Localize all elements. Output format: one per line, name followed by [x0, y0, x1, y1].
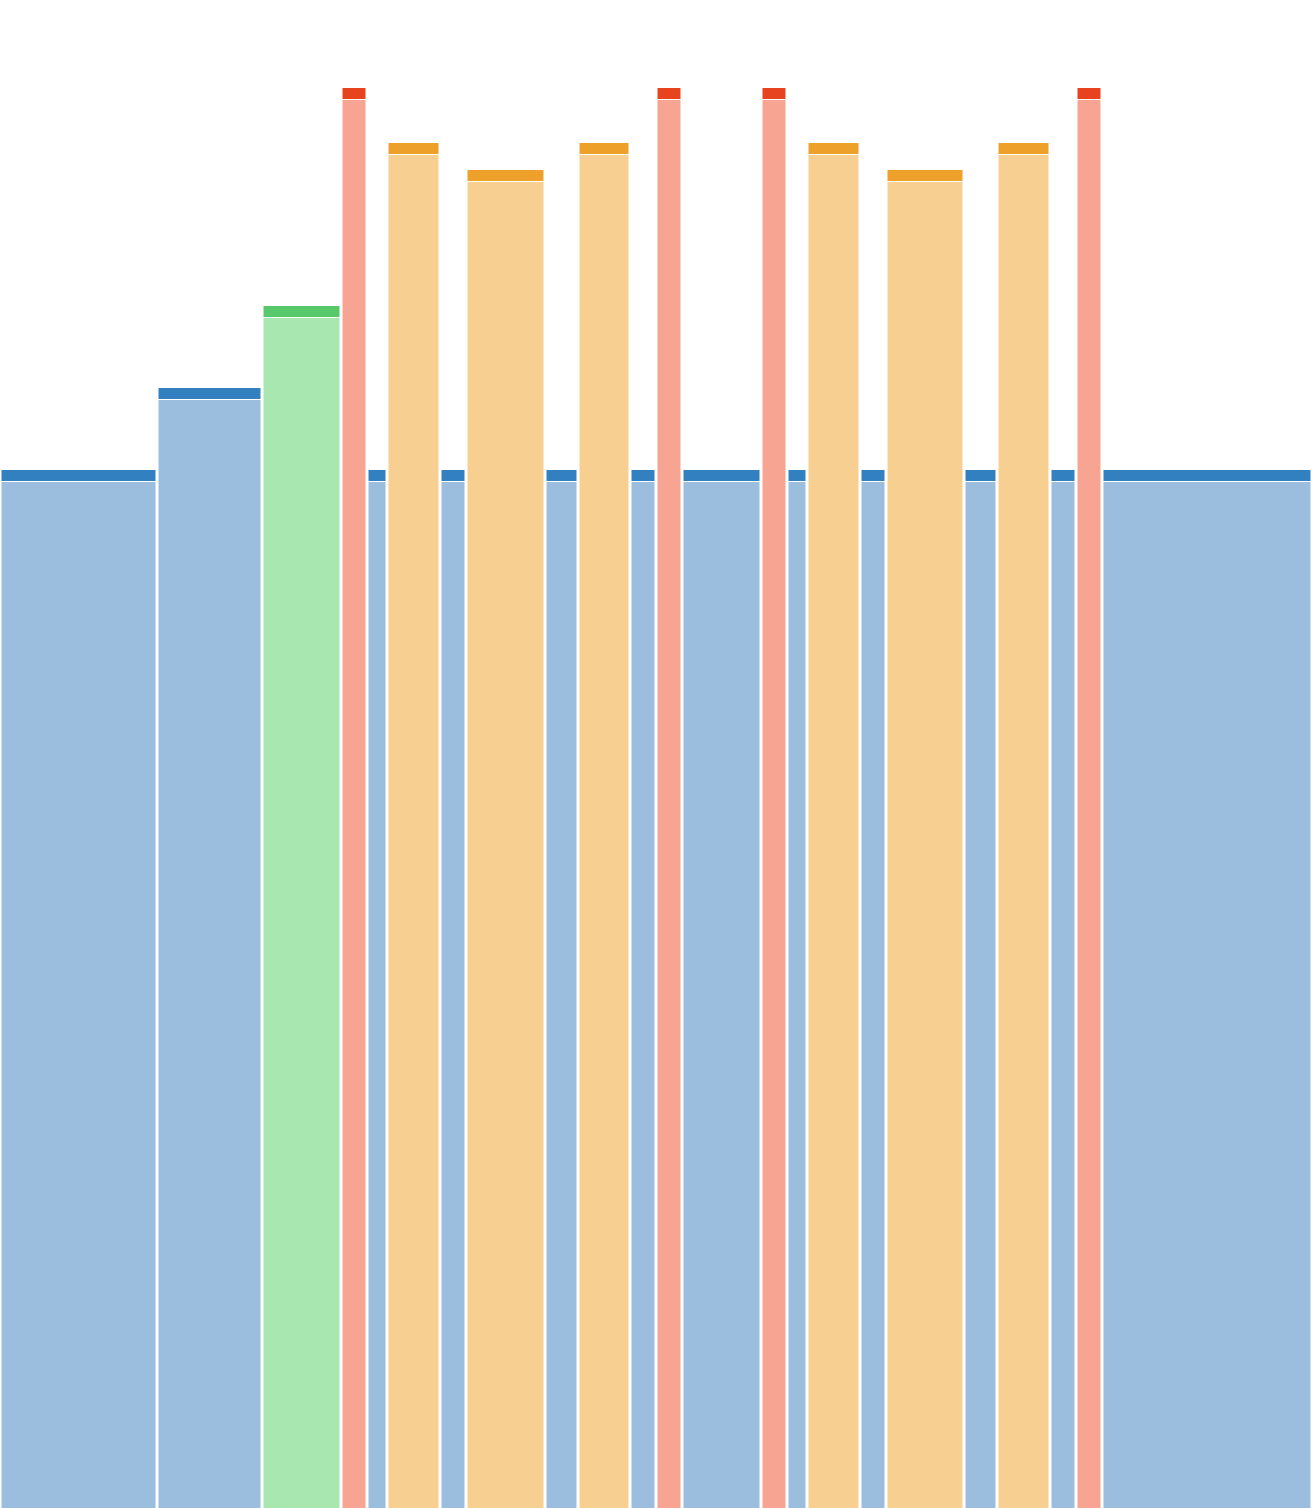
bars-layer	[1, 88, 1311, 1508]
bar-18	[887, 170, 963, 1508]
bar-13	[683, 470, 760, 1508]
bar-cap	[808, 143, 859, 154]
bar-23	[1103, 470, 1311, 1508]
bar-cap	[788, 470, 806, 481]
bar-body	[368, 482, 386, 1508]
bar-body	[1103, 482, 1311, 1508]
bar-body	[467, 182, 544, 1508]
bar-9	[546, 470, 577, 1508]
bar-body	[788, 482, 806, 1508]
bar-cap	[546, 470, 577, 481]
bar-cap	[998, 143, 1049, 154]
bar-body	[861, 482, 885, 1508]
bar-11	[631, 470, 655, 1508]
bar-2	[158, 388, 261, 1508]
bar-cap	[965, 470, 996, 481]
bar-body	[1051, 482, 1075, 1508]
bar-10	[579, 143, 629, 1508]
bar-22	[1077, 88, 1101, 1508]
bar-cap	[762, 88, 786, 99]
bar-14	[762, 88, 786, 1508]
bar-8	[467, 170, 544, 1508]
bar-body	[1, 482, 156, 1508]
bar-cap	[1, 470, 156, 481]
bar-12	[657, 88, 681, 1508]
bar-body	[998, 155, 1049, 1508]
bar-cap	[579, 143, 629, 154]
bar-cap	[388, 143, 439, 154]
bar-cap	[683, 470, 760, 481]
bar-cap	[1077, 88, 1101, 99]
bar-body	[158, 400, 261, 1508]
bar-body	[887, 182, 963, 1508]
bar-cap	[467, 170, 544, 181]
bar-cap	[1103, 470, 1311, 481]
bar-cap	[263, 306, 340, 317]
bar-15	[788, 470, 806, 1508]
bar-body	[1077, 100, 1101, 1508]
bar-cap	[1051, 470, 1075, 481]
bar-21	[1051, 470, 1075, 1508]
bar-cap	[657, 88, 681, 99]
bar-cap	[441, 470, 465, 481]
bar-body	[631, 482, 655, 1508]
bar-body	[579, 155, 629, 1508]
bar-body	[762, 100, 786, 1508]
bar-6	[388, 143, 439, 1508]
bar-20	[998, 143, 1049, 1508]
bar-cap	[368, 470, 386, 481]
bar-cap	[342, 88, 366, 99]
bar-3	[263, 306, 340, 1508]
bar-body	[546, 482, 577, 1508]
bar-body	[263, 318, 340, 1508]
bar-body	[657, 100, 681, 1508]
bar-body	[808, 155, 859, 1508]
bar-16	[808, 143, 859, 1508]
bar-body	[441, 482, 465, 1508]
bar-5	[368, 470, 386, 1508]
bar-1	[1, 470, 156, 1508]
bar-7	[441, 470, 465, 1508]
bar-cap	[861, 470, 885, 481]
bar-4	[342, 88, 366, 1508]
bar-body	[342, 100, 366, 1508]
bar-cap	[158, 388, 261, 399]
bar-19	[965, 470, 996, 1508]
bar-body	[965, 482, 996, 1508]
bar-body	[683, 482, 760, 1508]
bar-cap	[631, 470, 655, 481]
bar-17	[861, 470, 885, 1508]
bar-body	[388, 155, 439, 1508]
bar-cap	[887, 170, 963, 181]
